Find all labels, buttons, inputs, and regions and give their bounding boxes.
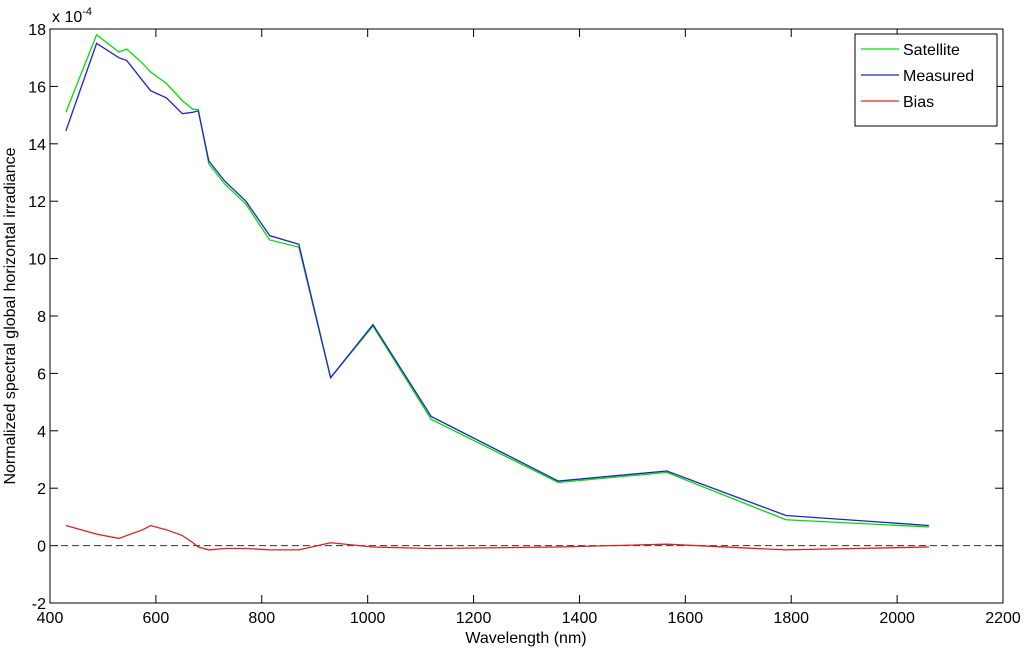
x-tick-label: 1000 (350, 610, 386, 627)
legend-label: Measured (903, 68, 974, 85)
y-tick-label: 2 (37, 481, 46, 498)
x-tick-label: 2000 (879, 610, 915, 627)
y-tick-label: 16 (28, 79, 46, 96)
x-tick-label: 1600 (668, 610, 704, 627)
x-tick-label: 2200 (985, 610, 1021, 627)
y-multiplier-base: x 10 (52, 9, 82, 26)
y-tick-label: 12 (28, 194, 46, 211)
x-tick-label: 800 (248, 610, 275, 627)
series-line (65, 524, 929, 551)
x-tick-label: 1400 (562, 610, 598, 627)
y-tick-label: 14 (28, 137, 46, 154)
series-line (65, 42, 929, 527)
plot-area (49, 28, 1004, 604)
series-line (65, 33, 929, 528)
y-tick-label: 8 (37, 309, 46, 326)
y-tick-label: 10 (28, 252, 46, 269)
y-tick-label: 0 (37, 539, 46, 556)
x-tick-label: 1200 (456, 610, 492, 627)
y-multiplier-exponent: -4 (82, 6, 92, 18)
y-tick-label: 4 (37, 424, 46, 441)
y-tick-label: 6 (37, 366, 46, 383)
x-tick-label: 1800 (773, 610, 809, 627)
y-tick-label: 18 (28, 22, 46, 39)
y-multiplier: x 10-4 (52, 6, 92, 26)
x-axis-label: Wavelength (nm) (465, 630, 586, 647)
y-axis-label: Normalized spectral global horizontal ir… (2, 147, 19, 484)
y-tick-label: -2 (32, 596, 46, 613)
legend-label: Satellite (903, 42, 960, 59)
legend-label: Bias (903, 94, 934, 111)
x-tick-label: 600 (143, 610, 170, 627)
x-tick-label: 400 (37, 610, 64, 627)
